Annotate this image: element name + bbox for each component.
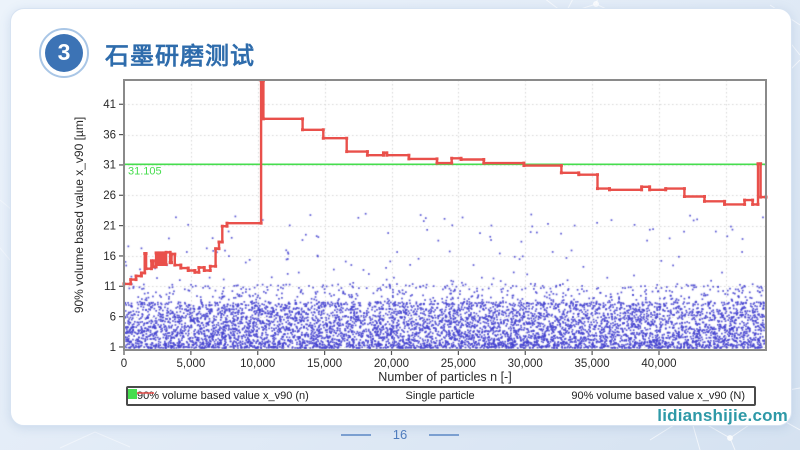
svg-text:1: 1 [110, 342, 116, 354]
legend-label-reference: 90% volume based value x_v90 (N) [571, 390, 745, 402]
svg-text:35,000: 35,000 [575, 358, 610, 370]
legend-item-reference: 90% volume based value x_v90 (N) [128, 389, 745, 402]
svg-text:25,000: 25,000 [441, 358, 476, 370]
section-number-circle: 3 [45, 34, 83, 72]
chart-area: 31.105 1 6 11 16 21 26 31 36 41 0 5,000 10,000 15,000… [61, 69, 781, 414]
page-number: 16 [392, 427, 408, 442]
green-square-marker-icon [128, 389, 137, 399]
scatter-points-layer [61, 69, 781, 414]
section-number: 3 [57, 38, 71, 65]
svg-text:15,000: 15,000 [307, 358, 342, 370]
svg-text:10,000: 10,000 [240, 358, 275, 370]
svg-text:26: 26 [103, 190, 116, 202]
svg-text:40,000: 40,000 [641, 358, 676, 370]
svg-text:21: 21 [103, 220, 116, 232]
legend-label-single-particle: Single particle [405, 390, 475, 402]
svg-text:11: 11 [104, 281, 116, 293]
legend-label-step-line: 90% volume based value x_v90 (n) [137, 390, 309, 402]
svg-text:30,000: 30,000 [508, 358, 543, 370]
svg-text:90% volume based value x_v90 [: 90% volume based value x_v90 [µm] [72, 117, 86, 313]
svg-text:Number of particles n [-]: Number of particles n [-] [378, 370, 511, 384]
legend-item-step-line: 90% volume based value x_v90 (n) [128, 390, 309, 402]
watermark: lidianshijie.com [657, 406, 788, 425]
chart-legend: 90% volume based value x_v90 (n) Single … [126, 386, 756, 406]
page-number-dash-right [429, 433, 460, 436]
content-card: 3 石墨研磨测试 31.105 1 6 11 16 21 26 31 36 41 0 5,000 10,… [10, 8, 792, 426]
svg-text:5,000: 5,000 [176, 358, 205, 370]
svg-text:31: 31 [103, 160, 116, 172]
svg-text:20,000: 20,000 [374, 358, 409, 370]
svg-text:31.105: 31.105 [128, 165, 162, 177]
slide-title: 石墨研磨测试 [105, 42, 255, 70]
svg-text:41: 41 [103, 99, 116, 111]
svg-text:6: 6 [110, 311, 116, 323]
legend-item-single-particle: Single particle [131, 390, 475, 402]
svg-text:36: 36 [103, 129, 116, 141]
page-number-dash-left [340, 433, 371, 436]
svg-text:0: 0 [121, 358, 127, 370]
page-number-footer: 16 [0, 427, 800, 442]
svg-text:16: 16 [103, 251, 116, 263]
